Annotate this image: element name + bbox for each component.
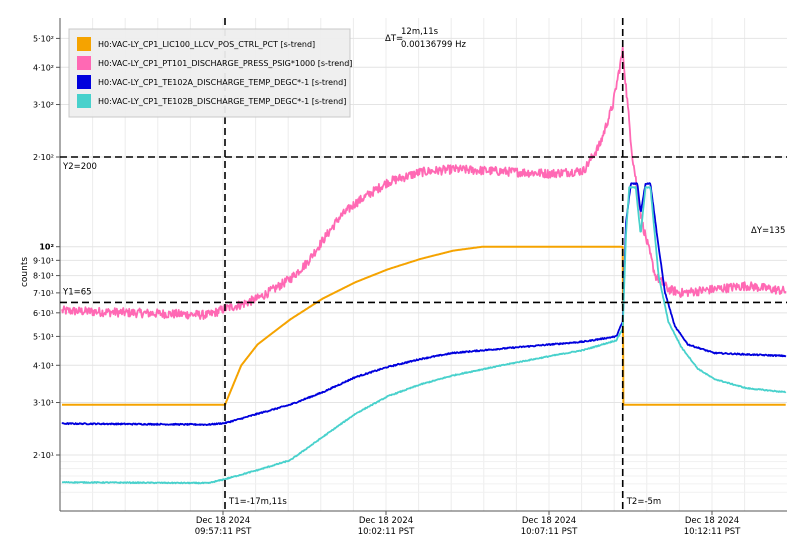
y-tick-label: 9·10¹ xyxy=(33,256,54,265)
y-tick-label: 2·10¹ xyxy=(33,451,54,460)
series-line-1 xyxy=(61,245,787,406)
x-tick-label-time: 10:02:11 PST xyxy=(358,527,415,537)
y-tick-label: 4·10¹ xyxy=(33,361,54,370)
delta-t-readout: ΔT= 12m,11s 0.00136799 Hz xyxy=(385,27,466,50)
legend-swatch xyxy=(77,75,91,89)
y-tick-label: 3·10² xyxy=(33,101,54,110)
y-tick-label: 5·10¹ xyxy=(33,332,54,341)
x-tick-label-date: Dec 18 2024 xyxy=(359,516,413,526)
x-tick-label-time: 10:07:11 PST xyxy=(521,527,578,537)
plot-frame xyxy=(59,18,787,512)
delta-t-frequency: 0.00136799 Hz xyxy=(401,40,466,50)
legend-swatch xyxy=(77,37,91,51)
series-layer xyxy=(61,45,787,485)
y-tick-label: 7·10¹ xyxy=(33,289,54,298)
legend-swatch xyxy=(77,94,91,108)
x-cursor-label: T1=-17m,11s xyxy=(228,497,287,507)
x-tick-label-date: Dec 18 2024 xyxy=(522,516,576,526)
y-tick-label: 2·10² xyxy=(33,153,54,162)
series-line-2 xyxy=(61,45,787,321)
legend-entry-label: H0:VAC-LY_CP1_LIC100_LLCV_POS_CTRL_PCT [… xyxy=(98,40,315,49)
x-tick-label-time: 09:57:11 PST xyxy=(195,527,252,537)
y-cursor-label: Y1=65 xyxy=(62,287,92,297)
series-line-3 xyxy=(61,182,787,427)
legend-swatch xyxy=(77,56,91,70)
legend-entry-label: H0:VAC-LY_CP1_TE102B_DISCHARGE_TEMP_DEGC… xyxy=(98,97,346,106)
y-tick-label: 4·10² xyxy=(33,63,54,72)
y-tick-label: 8·10¹ xyxy=(33,272,54,281)
y-cursor-label: Y2=200 xyxy=(62,162,97,172)
series-line-4 xyxy=(61,186,787,485)
legend-entry-label: H0:VAC-LY_CP1_PT101_DISCHARGE_PRESS_PSIG… xyxy=(98,59,352,68)
y-tick-label: 5·10² xyxy=(33,34,54,43)
y-axis-title: counts xyxy=(20,257,30,287)
x-tick-label-date: Dec 18 2024 xyxy=(196,516,250,526)
delta-t-value: 12m,11s xyxy=(401,27,439,37)
x-tick-label-date: Dec 18 2024 xyxy=(685,516,739,526)
legend-box xyxy=(68,28,351,118)
y-tick-label: 6·10¹ xyxy=(33,309,54,318)
y-tick-label: 10² xyxy=(39,243,54,252)
y-tick-label: 3·10¹ xyxy=(33,399,54,408)
legend: H0:VAC-LY_CP1_LIC100_LLCV_POS_CTRL_PCT [… xyxy=(68,28,352,118)
delta-t-label: ΔT= xyxy=(385,34,403,44)
legend-entry-label: H0:VAC-LY_CP1_TE102A_DISCHARGE_TEMP_DEGC… xyxy=(98,78,346,87)
x-tick-label-time: 10:12:11 PST xyxy=(684,527,741,537)
delta-y-readout: ΔY=135 xyxy=(751,226,785,236)
axis-layer: 2·10¹ 3·10¹ 4·10¹ 5·10¹ 6·10¹ 7·10¹ 8·10¹ 9·10¹… xyxy=(33,34,741,537)
x-cursor-label: T2=-5m xyxy=(626,497,661,507)
